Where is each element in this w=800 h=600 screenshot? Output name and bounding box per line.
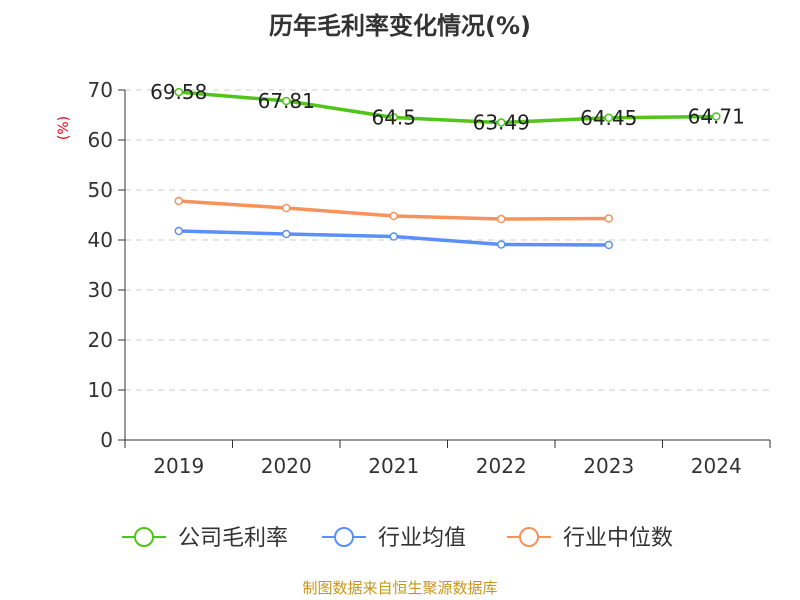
x-tick-label: 2020: [261, 454, 312, 478]
y-tick-label: 60: [88, 128, 113, 152]
legend-label: 行业中位数: [563, 526, 673, 551]
legend-marker: [134, 527, 154, 547]
data-point: [604, 240, 613, 250]
y-tick-label: 0: [100, 428, 113, 452]
data-point: [389, 113, 398, 122]
legend-label: 行业均值: [378, 526, 466, 551]
x-axis: 2019 2020 2021 2022 2023 2024: [124, 439, 771, 478]
data-point: [712, 112, 721, 121]
y-tick-label: 10: [88, 378, 113, 402]
legend[interactable]: 公司毛利率 行业均值 行业中位数: [122, 526, 673, 551]
y-axis: 0 10 20 30 40 50 60 70: [88, 78, 126, 452]
series-1: [174, 226, 613, 250]
data-label: 64.71: [688, 104, 745, 128]
data-label: 63.49: [473, 111, 530, 135]
data-label: 64.45: [580, 106, 637, 130]
x-tick-label: 2019: [153, 454, 204, 478]
y-tick-label: 30: [88, 278, 113, 302]
data-point: [282, 96, 291, 106]
y-axis-unit-label: (%): [56, 116, 72, 140]
data-point: [282, 203, 291, 213]
data-label: 64.5: [371, 106, 416, 130]
legend-marker: [334, 527, 354, 547]
data-point: [389, 211, 398, 221]
y-tick-label: 20: [88, 328, 113, 352]
data-point: [497, 240, 506, 249]
legend-item-0[interactable]: 公司毛利率: [122, 526, 288, 551]
x-tick-label: 2021: [368, 454, 419, 478]
legend-marker: [519, 527, 539, 547]
x-tick-label: 2024: [691, 454, 742, 478]
data-point: [389, 232, 398, 241]
data-point: [604, 113, 613, 122]
y-tick-label: 50: [88, 178, 113, 202]
data-point: [604, 214, 613, 223]
series-2: [174, 196, 613, 224]
x-tick-label: 2023: [583, 454, 634, 478]
data-label: 67.81: [258, 89, 315, 113]
legend-item-1[interactable]: 行业均值: [322, 526, 466, 551]
data-point: [497, 214, 506, 224]
series-group: [174, 87, 721, 250]
legend-item-2[interactable]: 行业中位数: [507, 526, 673, 551]
data-point: [282, 229, 291, 239]
series-line: [177, 90, 719, 125]
source-note: 制图数据来自恒生聚源数据库: [302, 579, 497, 597]
y-tick-label: 70: [88, 78, 113, 102]
data-label: 69.58: [150, 80, 207, 104]
data-labels: 69.58 67.81 64.5 63.49 64.45 64.71: [150, 80, 745, 134]
legend-label: 公司毛利率: [178, 526, 288, 551]
chart-title: 历年毛利率变化情况(%): [269, 12, 531, 40]
data-point: [174, 87, 183, 97]
data-point: [174, 196, 183, 206]
y-tick-label: 40: [88, 228, 113, 252]
x-tick-label: 2022: [476, 454, 527, 478]
data-point: [174, 226, 183, 236]
data-point: [497, 118, 506, 127]
series-0: [174, 87, 721, 127]
